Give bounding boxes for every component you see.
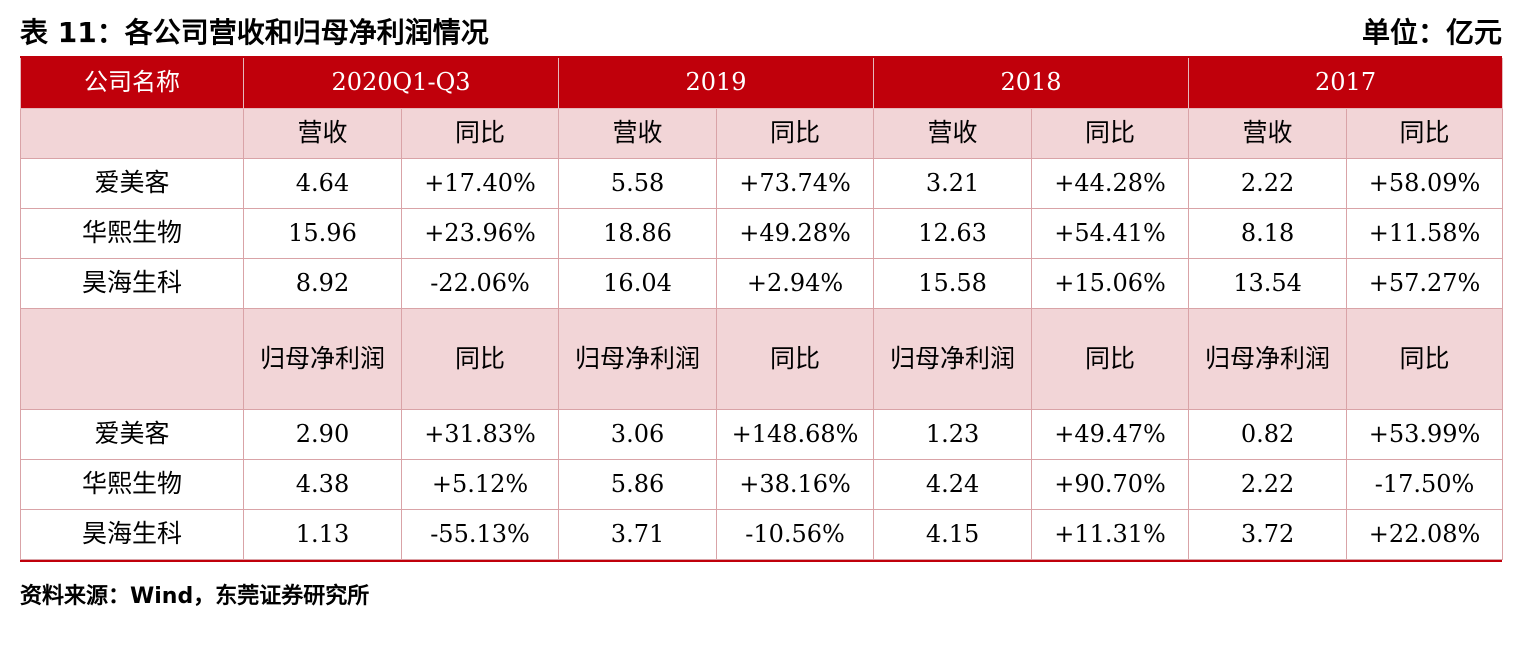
subheader-cell: 同比 — [1031, 107, 1190, 159]
table-cell: +90.70% — [1031, 458, 1190, 510]
table-cell: +73.74% — [716, 157, 875, 209]
table-cell: 3.21 — [873, 157, 1033, 209]
header-period: 2019 — [558, 58, 875, 109]
subheader-cell: 营收 — [873, 107, 1033, 159]
subheader-cell: 归母净利润 — [558, 307, 718, 410]
table-cell: 2.22 — [1188, 157, 1348, 209]
header-period: 2020Q1-Q3 — [242, 58, 560, 109]
table-cell: 18.86 — [558, 207, 718, 259]
subheader-cell: 归母净利润 — [243, 307, 402, 410]
table-cell: -55.13% — [400, 508, 560, 560]
table-cell: 8.18 — [1188, 207, 1348, 259]
company-name: 华熙生物 — [20, 207, 244, 259]
table-cell: 3.06 — [558, 408, 718, 460]
table-cell: -10.56% — [716, 508, 875, 560]
table-cell: +148.68% — [716, 408, 875, 460]
table-cell: +57.27% — [1346, 257, 1504, 309]
table-cell: +38.16% — [716, 458, 875, 510]
table-row: 爱美客 2.90 +31.83% 3.06 +148.68% 1.23 +49.… — [20, 408, 1504, 460]
table-cell: 2.90 — [243, 408, 402, 460]
table-cell: +49.47% — [1031, 408, 1190, 460]
subheader-cell: 营收 — [243, 107, 402, 159]
table-cell: 4.15 — [873, 508, 1033, 560]
table-cell: -22.06% — [400, 257, 560, 309]
table-cell: 4.64 — [243, 157, 402, 209]
source-note: 资料来源：Wind，东莞证券研究所 — [20, 584, 370, 609]
subheader-empty — [20, 307, 244, 410]
subheader-cell: 营收 — [558, 107, 718, 159]
table-cell: +2.94% — [716, 257, 875, 309]
table-row: 爱美客 4.64 +17.40% 5.58 +73.74% 3.21 +44.2… — [20, 157, 1504, 209]
table-cell: 1.23 — [873, 408, 1033, 460]
table-cell: 3.71 — [558, 508, 718, 560]
subheader-cell: 同比 — [400, 307, 560, 410]
table-cell: +44.28% — [1031, 157, 1190, 209]
table-cell: +22.08% — [1346, 508, 1504, 560]
table-row: 昊海生科 8.92 -22.06% 16.04 +2.94% 15.58 +15… — [20, 257, 1504, 309]
table-cell: 5.86 — [558, 458, 718, 510]
company-name: 昊海生科 — [20, 257, 244, 309]
table-row: 昊海生科 1.13 -55.13% 3.71 -10.56% 4.15 +11.… — [20, 508, 1504, 560]
table-cell: +54.41% — [1031, 207, 1190, 259]
table-cell: 16.04 — [558, 257, 718, 309]
subheader-empty — [20, 107, 244, 159]
table-cell: 4.38 — [243, 458, 402, 510]
table-cell: 8.92 — [243, 257, 402, 309]
table-cell: 13.54 — [1188, 257, 1348, 309]
table-cell: +58.09% — [1346, 157, 1504, 209]
company-name: 华熙生物 — [20, 458, 244, 510]
company-name: 昊海生科 — [20, 508, 244, 560]
table-cell: 15.96 — [243, 207, 402, 259]
header-period: 2017 — [1188, 58, 1504, 109]
table-cell: 12.63 — [873, 207, 1033, 259]
table-cell: 2.22 — [1188, 458, 1348, 510]
subheader-cell: 营收 — [1188, 107, 1348, 159]
table-cell: 3.72 — [1188, 508, 1348, 560]
subheader-cell: 归母净利润 — [873, 307, 1033, 410]
table-cell: 4.24 — [873, 458, 1033, 510]
header-row: 公司名称 2020Q1-Q3 2019 2018 2017 — [20, 58, 1504, 109]
table-cell: +11.58% — [1346, 207, 1504, 259]
table-cell: 0.82 — [1188, 408, 1348, 460]
subheader-cell: 同比 — [716, 307, 875, 410]
subheader-cell: 同比 — [1346, 307, 1504, 410]
table-cell: +15.06% — [1031, 257, 1190, 309]
subheader-cell: 同比 — [1031, 307, 1190, 410]
company-name: 爱美客 — [20, 408, 244, 460]
table-row: 华熙生物 4.38 +5.12% 5.86 +38.16% 4.24 +90.7… — [20, 458, 1504, 510]
subheader-cell: 同比 — [716, 107, 875, 159]
table-cell: +5.12% — [400, 458, 560, 510]
table-cell: +17.40% — [400, 157, 560, 209]
header-period: 2018 — [873, 58, 1190, 109]
table-cell: +23.96% — [400, 207, 560, 259]
unit-label: 单位：亿元 — [1361, 16, 1502, 49]
table-cell: +49.28% — [716, 207, 875, 259]
table-cell: 1.13 — [243, 508, 402, 560]
table-row: 华熙生物 15.96 +23.96% 18.86 +49.28% 12.63 +… — [20, 207, 1504, 259]
company-name: 爱美客 — [20, 157, 244, 209]
table-cell: 15.58 — [873, 257, 1033, 309]
table-cell: +53.99% — [1346, 408, 1504, 460]
table-cell: +31.83% — [400, 408, 560, 460]
subheader-cell: 同比 — [1346, 107, 1504, 159]
table-cell: +11.31% — [1031, 508, 1190, 560]
table-cell: 5.58 — [558, 157, 718, 209]
financial-table: 公司名称 2020Q1-Q3 2019 2018 2017 营收 同比 营收 同… — [20, 58, 1504, 560]
subheader-cell: 归母净利润 — [1188, 307, 1348, 410]
title-row: 表 11：各公司营收和归母净利润情况 单位：亿元 — [20, 8, 1502, 54]
table-cell: -17.50% — [1346, 458, 1504, 510]
header-company: 公司名称 — [20, 58, 244, 109]
financial-table-wrapper: 公司名称 2020Q1-Q3 2019 2018 2017 营收 同比 营收 同… — [20, 56, 1504, 562]
subheader-cell: 同比 — [400, 107, 560, 159]
table-title: 表 11：各公司营收和归母净利润情况 — [20, 16, 489, 49]
revenue-subheader-row: 营收 同比 营收 同比 营收 同比 营收 同比 — [20, 107, 1504, 159]
profit-subheader-row: 归母净利润 同比 归母净利润 同比 归母净利润 同比 归母净利润 同比 — [20, 307, 1504, 410]
